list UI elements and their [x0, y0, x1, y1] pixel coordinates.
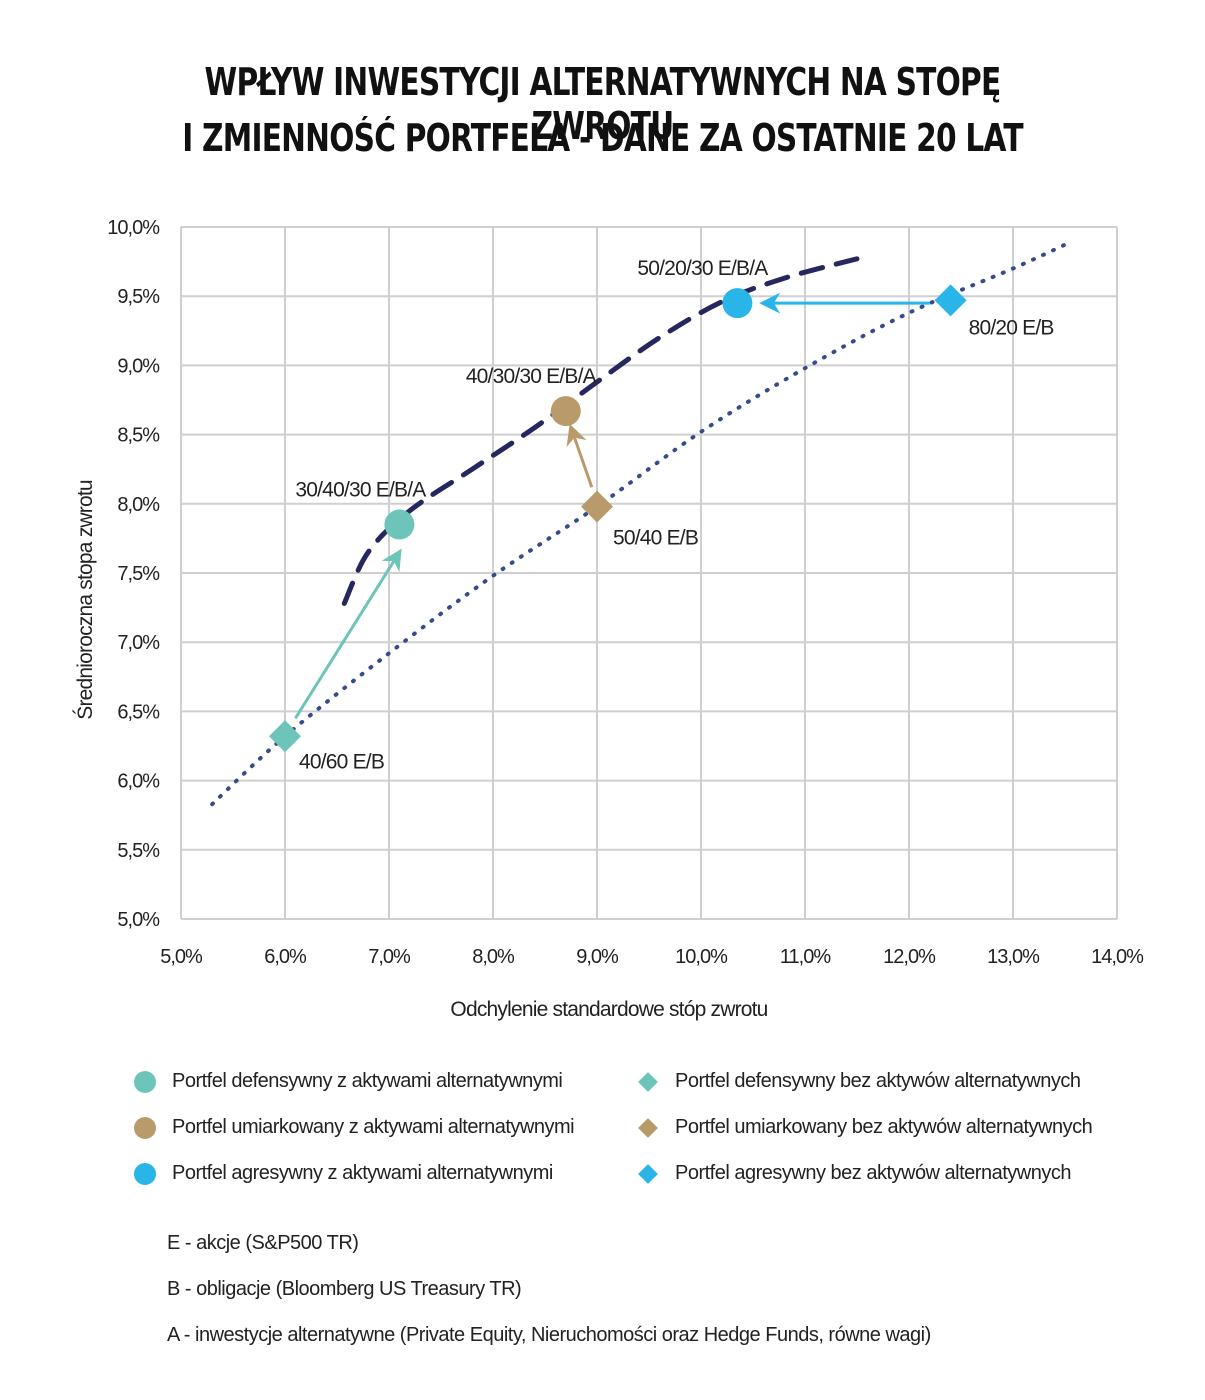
y-tick-label: 10,0% — [107, 217, 160, 239]
y-axis-label: Średnioroczna stopa zwrotu — [73, 480, 97, 720]
y-tick-label: 7,0% — [117, 632, 160, 654]
y-tick-label: 8,5% — [117, 425, 160, 447]
y-tick-label: 6,0% — [117, 771, 160, 793]
data-point-diamond — [581, 490, 613, 523]
legend-diamond-marker — [638, 1117, 658, 1138]
chart-title-line-2: I ZMIENNOŚĆ PORTFELA - DANE ZA OSTATNIE … — [182, 116, 1023, 160]
note-alternatives: A - inwestycje alternatywne (Private Equ… — [167, 1324, 931, 1346]
y-tick-label: 6,5% — [117, 701, 160, 723]
legend-diamond-marker — [638, 1071, 658, 1092]
legend-item-aggressive-with-alt: Portfel agresywny z aktywami alternatywn… — [134, 1162, 553, 1185]
x-tick-label: 13,0% — [987, 946, 1040, 968]
data-point-label: 50/40 E/B — [613, 527, 698, 550]
legend-label: Portfel defensywny z aktywami alternatyw… — [172, 1070, 563, 1092]
x-tick-label: 7,0% — [368, 946, 411, 968]
y-tick-label: 7,5% — [117, 563, 160, 585]
efficient-frontier-with-alternatives — [341, 256, 860, 606]
data-point-label: 30/40/30 E/B/A — [295, 479, 426, 502]
x-tick-label: 8,0% — [472, 946, 515, 968]
y-tick-label: 8,0% — [117, 494, 160, 516]
data-point-circle — [550, 396, 581, 427]
legend-label: Portfel umiarkowany z aktywami alternaty… — [172, 1116, 575, 1138]
legend-diamond-marker — [638, 1163, 658, 1184]
legend-item-aggressive-without-alt: Portfel agresywny bez aktywów alternatyw… — [637, 1162, 1071, 1185]
x-tick-label: 11,0% — [780, 946, 831, 968]
x-tick-label: 9,0% — [576, 946, 619, 968]
legend-circle-marker — [134, 1070, 156, 1093]
legend-circle-marker — [134, 1116, 156, 1139]
legend-circle-marker — [134, 1162, 156, 1185]
legend-label: Portfel agresywny z aktywami alternatywn… — [172, 1162, 553, 1184]
data-point-label: 40/30/30 E/B/A — [466, 365, 597, 388]
legend-label: Portfel umiarkowany bez aktywów alternat… — [675, 1116, 1093, 1138]
data-point-circle — [384, 509, 415, 540]
legend-item-defensive-without-alt: Portfel defensywny bez aktywów alternaty… — [637, 1070, 1081, 1093]
x-tick-label: 12,0% — [883, 946, 936, 968]
x-tick-label: 6,0% — [264, 946, 307, 968]
data-point-diamond — [269, 720, 301, 753]
x-tick-label: 14,0% — [1091, 946, 1144, 968]
x-tick-label: 5,0% — [160, 946, 203, 968]
note-equities: E - akcje (S&P500 TR) — [167, 1232, 359, 1254]
legend-item-defensive-with-alt: Portfel defensywny z aktywami alternatyw… — [134, 1070, 563, 1093]
data-point-diamond — [934, 284, 967, 317]
chart-title-line-1: WPŁYW INWESTYCJI ALTERNATYWNYCH NA STOPĘ… — [204, 60, 1002, 148]
data-point-label: 80/20 E/B — [969, 316, 1054, 339]
legend-label: Portfel agresywny bez aktywów alternatyw… — [675, 1162, 1071, 1184]
shift-arrow — [294, 548, 402, 720]
shift-arrow — [566, 423, 594, 488]
y-tick-label: 9,0% — [117, 355, 160, 377]
data-point-label: 40/60 E/B — [299, 750, 384, 773]
y-tick-label: 9,5% — [117, 286, 160, 308]
data-point-circle — [722, 288, 753, 319]
legend-item-moderate-with-alt: Portfel umiarkowany z aktywami alternaty… — [134, 1116, 575, 1139]
efficient-frontier-without-alternatives — [210, 240, 1073, 807]
legend-label: Portfel defensywny bez aktywów alternaty… — [675, 1070, 1081, 1092]
data-point-label: 50/20/30 E/B/A — [637, 257, 768, 280]
legend-item-moderate-without-alt: Portfel umiarkowany bez aktywów alternat… — [637, 1116, 1093, 1139]
y-tick-label: 5,0% — [117, 909, 160, 931]
y-tick-label: 5,5% — [117, 840, 160, 862]
x-tick-label: 10,0% — [675, 946, 728, 968]
x-axis-label: Odchylenie standardowe stóp zwrotu — [450, 998, 767, 1021]
scatter-chart: 5,0% 6,0% 7,0% 8,0% 9,0% 10,0% 11,0% 12,0% 13,0%… — [73, 217, 1145, 1021]
note-bonds: B - obligacje (Bloomberg US Treasury TR) — [167, 1278, 522, 1300]
